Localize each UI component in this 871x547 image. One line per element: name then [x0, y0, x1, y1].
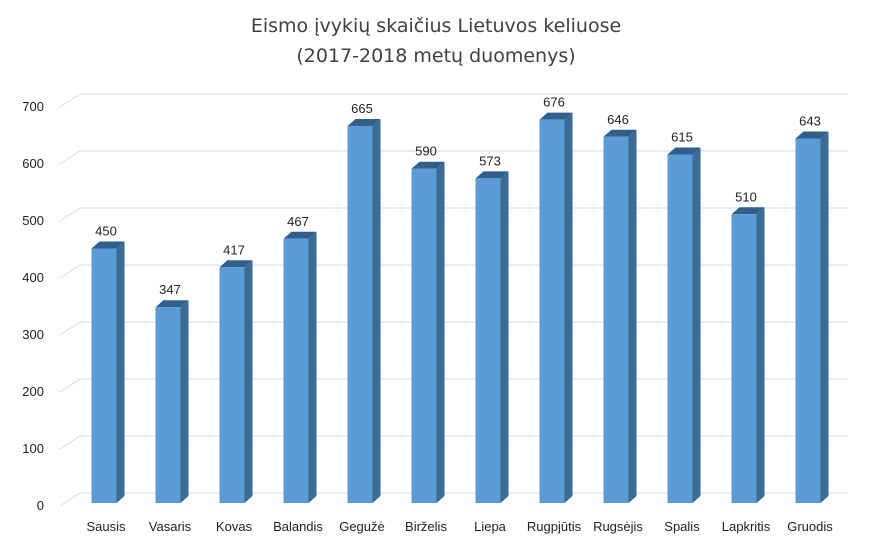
data-label: 676: [543, 95, 565, 110]
bar-top: [539, 112, 573, 120]
bar-top: [667, 147, 701, 155]
bar-side: [692, 147, 701, 503]
bar-Rugpjūtis: [539, 112, 573, 504]
bar-top: [155, 300, 189, 308]
bar-front: [539, 119, 565, 504]
gridline-side-700: [59, 93, 81, 108]
y-tick-label: 0: [37, 498, 44, 513]
bar-side: [180, 300, 189, 503]
bar-top: [731, 207, 765, 215]
y-tick-label: 300: [22, 327, 44, 342]
bar-front: [603, 136, 629, 503]
bar-top: [91, 241, 125, 249]
bar-side: [308, 231, 317, 503]
bar-side: [564, 112, 573, 504]
bar-front: [347, 125, 373, 503]
bar-Rugsėjis: [603, 129, 637, 503]
chart-title: Eismo įvykių skaičius Lietuvos keliuose …: [251, 15, 621, 67]
gridline-side-300: [59, 321, 81, 336]
gridline-side-100: [59, 435, 81, 450]
data-label: 615: [671, 129, 693, 144]
bar-front: [475, 178, 501, 503]
y-tick-label: 600: [22, 156, 44, 171]
bar-side: [820, 131, 829, 504]
x-tick-label: Vasaris: [149, 519, 192, 534]
data-label: 417: [223, 242, 245, 257]
x-tick-label: Sausis: [86, 519, 126, 534]
bar-Kovas: [219, 260, 253, 503]
bar-Birželis: [411, 161, 445, 503]
data-label: 467: [287, 214, 309, 229]
bar-front: [795, 138, 821, 504]
data-label: 643: [799, 113, 821, 128]
bar-side: [372, 118, 381, 503]
bar-front: [219, 267, 245, 503]
bar-Gruodis: [795, 131, 829, 504]
gridline-side-600: [59, 150, 81, 165]
bar-top: [411, 161, 445, 169]
x-tick-label: Balandis: [273, 519, 323, 534]
gridline-side-0: [59, 492, 81, 507]
x-tick-label: Rugsėjis: [593, 519, 643, 534]
data-labels: 450 347 417 467 665 590 573 676 646 615 510 643: [95, 95, 821, 298]
bar-side: [436, 161, 445, 503]
data-label: 450: [95, 224, 117, 239]
bar-front: [283, 238, 309, 503]
bar-Spalis: [667, 147, 701, 503]
data-label: 347: [159, 282, 181, 297]
x-tick-label: Gruodis: [787, 519, 833, 534]
y-axis-ticks: 0 100 200 300 400 500 600 700: [22, 99, 44, 513]
bar-top: [475, 171, 509, 179]
grid-lines: [59, 93, 848, 507]
chart-title-line-2: (2017-2018 metų duomenys): [296, 45, 575, 67]
data-label: 510: [735, 189, 757, 204]
bar-Liepa: [475, 171, 509, 503]
bar-front: [667, 154, 693, 503]
bar-top: [283, 231, 317, 239]
x-tick-label: Rugpjūtis: [527, 519, 582, 534]
data-label: 646: [607, 112, 629, 127]
bar-front: [731, 214, 757, 504]
bar-front: [91, 248, 117, 503]
bar-front: [155, 307, 181, 503]
bar-Vasaris: [155, 300, 189, 503]
y-tick-label: 500: [22, 213, 44, 228]
bar-top: [347, 118, 381, 126]
bar-top: [603, 129, 637, 137]
bar-Sausis: [91, 241, 125, 503]
bar-side: [500, 171, 509, 503]
x-tick-label: Kovas: [216, 519, 253, 534]
bar-side: [244, 260, 253, 503]
gridline-side-200: [59, 378, 81, 393]
gridline-side-400: [59, 264, 81, 279]
y-tick-label: 100: [22, 441, 44, 456]
bar-side: [116, 241, 125, 503]
x-tick-label: Liepa: [474, 519, 507, 534]
gridline-side-500: [59, 207, 81, 222]
x-tick-label: Spalis: [664, 519, 700, 534]
y-tick-label: 700: [22, 99, 44, 114]
bars: [91, 112, 829, 504]
bar-top: [219, 260, 253, 268]
x-axis-labels: Sausis Vasaris Kovas Balandis Gegužė Birželis…: [86, 519, 833, 534]
bar-Gegužė: [347, 118, 381, 503]
bar-Lapkritis: [731, 207, 765, 504]
data-label: 573: [479, 153, 501, 168]
bar-top: [795, 131, 829, 139]
bar-front: [411, 168, 437, 503]
data-label: 590: [415, 144, 437, 159]
bar-side: [756, 207, 765, 504]
bar-side: [628, 129, 637, 503]
x-tick-label: Lapkritis: [722, 519, 771, 534]
y-tick-label: 400: [22, 270, 44, 285]
x-tick-label: Birželis: [405, 519, 447, 534]
x-tick-label: Gegužė: [339, 519, 385, 534]
bar-Balandis: [283, 231, 317, 503]
chart-title-line-1: Eismo įvykių skaičius Lietuvos keliuose: [251, 15, 621, 37]
y-tick-label: 200: [22, 384, 44, 399]
data-label: 665: [351, 101, 373, 116]
